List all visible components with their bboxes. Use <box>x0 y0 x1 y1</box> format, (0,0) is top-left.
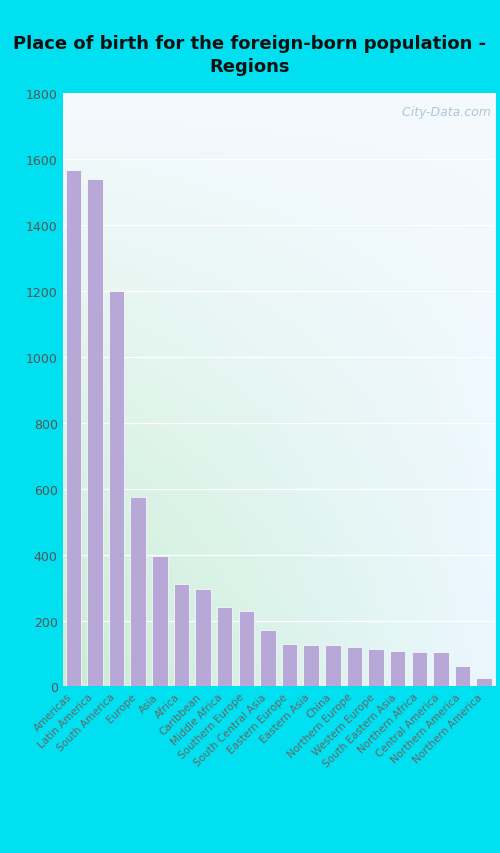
Bar <box>390 651 406 687</box>
Bar <box>455 666 470 687</box>
Bar <box>196 589 211 687</box>
Bar <box>260 630 276 687</box>
Bar <box>174 584 189 687</box>
Bar <box>346 647 362 687</box>
Bar <box>412 652 427 687</box>
Bar <box>217 607 232 687</box>
Bar <box>304 646 319 687</box>
Bar <box>130 497 146 687</box>
Bar <box>368 649 384 687</box>
Bar <box>152 556 168 687</box>
Bar <box>109 292 124 687</box>
Bar <box>87 179 102 687</box>
Bar <box>476 678 492 687</box>
Text: Place of birth for the foreign-born population -
Regions: Place of birth for the foreign-born popu… <box>14 35 486 76</box>
Bar <box>238 612 254 687</box>
Bar <box>325 646 340 687</box>
Bar <box>433 652 448 687</box>
Bar <box>66 171 81 687</box>
Text: City-Data.com: City-Data.com <box>394 106 490 119</box>
Bar <box>282 644 298 687</box>
